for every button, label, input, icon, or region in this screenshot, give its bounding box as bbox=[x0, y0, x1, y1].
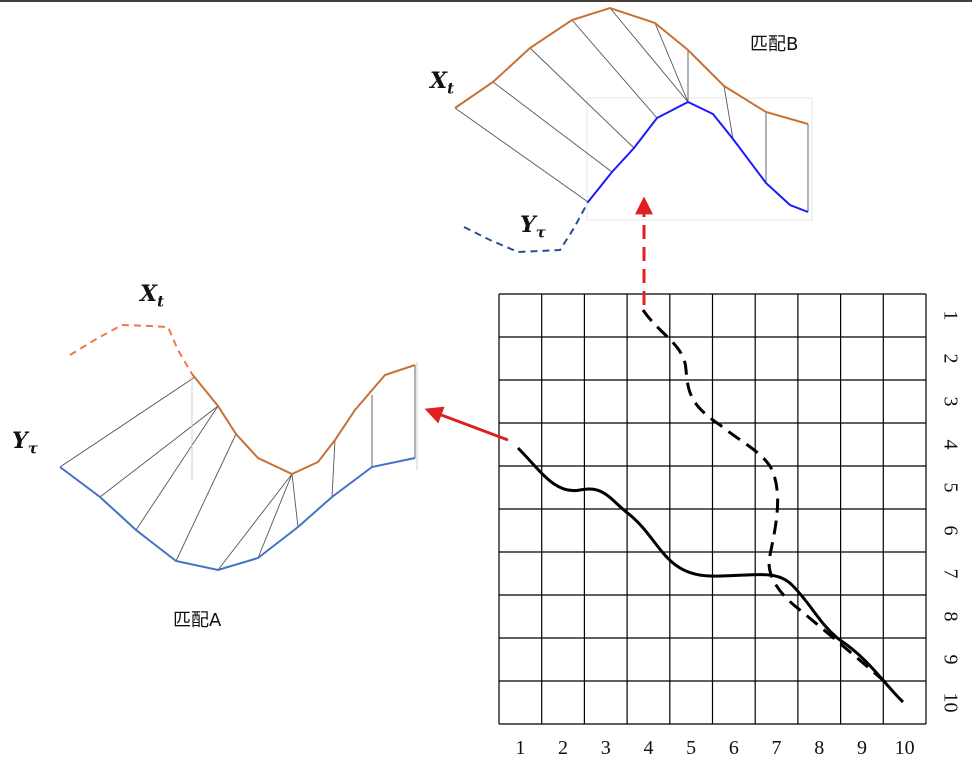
x-tick-label: 7 bbox=[771, 737, 782, 759]
warping-path-b bbox=[641, 309, 886, 684]
y-tick-label: 3 bbox=[939, 396, 962, 406]
match-a-x-series bbox=[191, 364, 416, 476]
match-a-y-series bbox=[59, 457, 416, 572]
match-b-x-label: Xt bbox=[430, 68, 455, 98]
y-tick-label: 1 bbox=[939, 310, 962, 320]
x-tick-label: 3 bbox=[600, 737, 611, 759]
match-a-connectors bbox=[59, 362, 418, 571]
match-a-diagram bbox=[59, 323, 418, 572]
x-tick-label: 5 bbox=[686, 737, 697, 759]
x-tick-label: 9 bbox=[856, 737, 867, 759]
y-tick-label: 6 bbox=[939, 525, 962, 535]
match-b-y-series bbox=[587, 100, 809, 213]
x-tick-label: 4 bbox=[643, 737, 654, 759]
x-tick-label: 10 bbox=[894, 737, 915, 759]
match-b-y-label: Yτ bbox=[520, 212, 546, 242]
warping-path-a bbox=[516, 446, 905, 704]
y-tick-label: 10 bbox=[939, 692, 962, 712]
match-b-frame bbox=[586, 97, 813, 221]
arrow-to-match-a bbox=[424, 406, 509, 442]
y-tick-label: 8 bbox=[939, 611, 962, 621]
x-tick-label: 6 bbox=[728, 737, 739, 759]
match-b-connectors bbox=[454, 7, 809, 212]
y-tick-label: 9 bbox=[939, 654, 962, 664]
x-tick-label: 2 bbox=[558, 737, 569, 759]
y-tick-label: 4 bbox=[939, 439, 962, 449]
x-tick-label: 8 bbox=[814, 737, 825, 759]
y-tick-label: 2 bbox=[939, 353, 962, 363]
x-tick-label: 1 bbox=[515, 737, 526, 759]
match-b-y-dashed bbox=[463, 201, 589, 254]
cost-matrix-grid bbox=[498, 293, 927, 725]
match-a-x-dashed bbox=[69, 323, 193, 375]
y-tick-label: 5 bbox=[939, 482, 962, 492]
match-a-x-label: Xt bbox=[140, 281, 165, 311]
match-b-x-series bbox=[454, 6, 809, 125]
match-b-diagram bbox=[454, 6, 813, 254]
match-a-title: 匹配A bbox=[173, 610, 222, 631]
match-b-title: 匹配B bbox=[750, 34, 799, 55]
match-a-y-label: Yτ bbox=[12, 428, 38, 458]
y-tick-label: 7 bbox=[939, 568, 962, 578]
